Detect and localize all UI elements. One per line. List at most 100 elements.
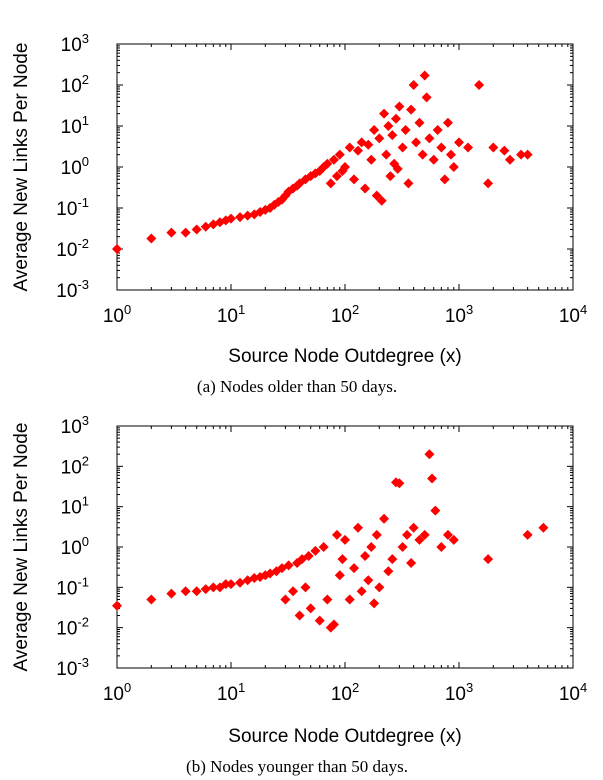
y-tick-label: 100	[61, 154, 89, 179]
axis-ticks: 100 101 102 103 104 10-3 10-2 10-1 100 101 102 103	[56, 31, 587, 327]
data-point	[414, 117, 425, 128]
data-point	[381, 149, 392, 160]
plot-frame	[116, 425, 574, 669]
data-point	[180, 227, 191, 238]
data-point	[448, 534, 459, 545]
data-point	[235, 577, 246, 588]
data-point	[387, 130, 398, 141]
data-point	[366, 154, 377, 165]
data-point	[146, 233, 157, 244]
data-point	[376, 195, 387, 206]
data-point	[408, 522, 419, 533]
x-tick-label: 101	[217, 302, 245, 327]
data-point	[448, 162, 459, 172]
data-point	[504, 154, 515, 165]
x-tick-label: 103	[445, 680, 473, 705]
x-tick-label: 100	[103, 680, 131, 705]
data-point	[369, 124, 380, 135]
y-tick-label: 10-3	[56, 655, 89, 680]
data-point	[406, 558, 417, 569]
data-point	[310, 545, 321, 556]
data-point	[392, 163, 403, 174]
data-point	[349, 174, 360, 185]
y-tick-label: 103	[61, 413, 89, 438]
data-point	[428, 154, 439, 165]
data-point	[403, 178, 414, 189]
data-point	[325, 178, 336, 189]
data-point	[379, 513, 390, 524]
y-tick-label: 103	[61, 31, 89, 56]
data-point	[288, 586, 299, 597]
axis-ticks: 100 101 102 103 104 10-3 10-2 10-1 100 101 102 103	[56, 413, 587, 705]
data-point	[146, 594, 157, 605]
x-axis-label: Source Node Outdegree (x)	[228, 726, 461, 747]
data-point	[379, 108, 390, 119]
data-point	[430, 505, 441, 516]
data-point	[436, 542, 447, 552]
x-tick-label: 104	[559, 302, 587, 327]
data-point	[369, 598, 380, 609]
data-point	[424, 133, 435, 144]
data-point	[166, 588, 177, 599]
data-point	[394, 478, 405, 489]
data-point	[226, 579, 236, 590]
data-point	[322, 594, 333, 605]
data-point	[374, 133, 385, 144]
data-point	[383, 566, 394, 577]
data-point	[283, 560, 294, 571]
x-tick-label: 103	[445, 302, 473, 327]
data-point	[191, 586, 202, 597]
data-point	[322, 158, 333, 169]
y-tick-label: 10-1	[56, 574, 89, 599]
data-point	[191, 224, 202, 235]
data-point	[356, 586, 367, 597]
data-point	[406, 104, 417, 115]
y-tick-label: 10-2	[56, 236, 89, 261]
data-point	[334, 149, 345, 160]
data-point	[305, 603, 316, 614]
data-point	[344, 142, 355, 153]
data-point	[427, 473, 438, 484]
caption-b: (b) Nodes younger than 50 days.	[186, 757, 408, 776]
data-point	[344, 594, 355, 605]
data-point	[200, 584, 211, 595]
data-point	[439, 174, 450, 185]
scatter-panel-b: 100 101 102 103 10410-310-210-1100101102103 …	[11, 413, 587, 776]
data-point	[280, 594, 291, 605]
x-tick-label: 102	[331, 302, 359, 327]
x-tick-label: 101	[217, 680, 245, 705]
data-point	[360, 183, 371, 194]
y-tick-label: 10-1	[56, 195, 89, 220]
data-point	[483, 554, 494, 565]
data-point	[419, 529, 430, 540]
data-point	[352, 145, 363, 156]
data-point	[397, 542, 408, 552]
data-point	[463, 142, 474, 153]
data-point	[442, 117, 453, 128]
data-point	[432, 124, 443, 135]
data-point	[383, 121, 394, 131]
y-tick-label: 102	[61, 453, 89, 478]
data-points	[112, 70, 533, 254]
data-point	[394, 101, 405, 112]
data-point	[390, 113, 401, 124]
data-point	[331, 529, 342, 540]
data-point	[360, 550, 371, 561]
y-axis-label: Average New Links Per Node	[11, 43, 32, 292]
data-point	[408, 80, 419, 90]
caption-a: (a) Nodes older than 50 days.	[197, 377, 397, 396]
data-point	[235, 212, 246, 223]
data-point	[300, 582, 311, 593]
data-point	[303, 550, 314, 561]
data-point	[334, 570, 345, 581]
data-point	[421, 92, 432, 103]
x-tick-label: 104	[559, 680, 587, 705]
data-point	[208, 582, 219, 593]
y-tick-label: 101	[61, 113, 89, 138]
data-point	[340, 162, 350, 172]
y-tick-label: 10-2	[56, 615, 89, 640]
data-point	[445, 149, 456, 160]
data-point	[411, 137, 422, 148]
data-point	[226, 213, 236, 224]
